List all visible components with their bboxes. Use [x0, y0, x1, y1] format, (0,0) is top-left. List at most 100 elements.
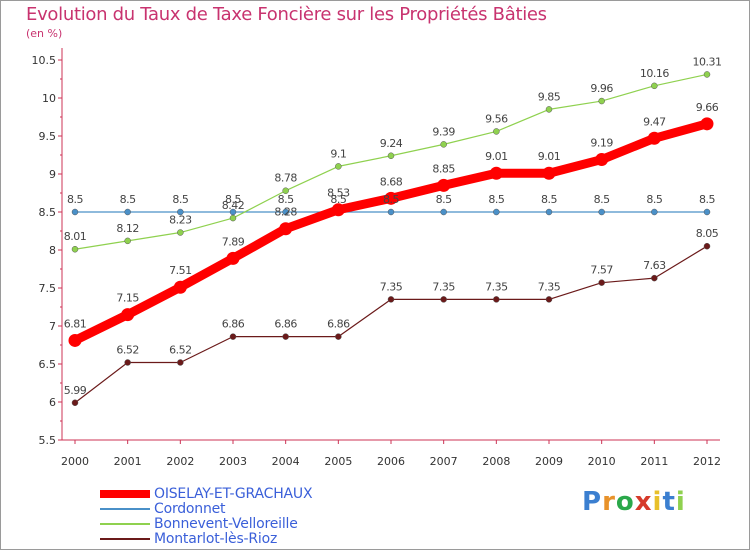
y-tick-label: 10 — [42, 92, 56, 105]
y-tick-label: 7 — [49, 320, 56, 333]
data-label: 9.01 — [485, 150, 508, 163]
data-point — [437, 178, 451, 192]
data-label: 8.12 — [116, 222, 139, 235]
chart-unit-label: (en %) — [26, 27, 63, 40]
data-label: 9.19 — [590, 137, 613, 150]
data-label: 8.68 — [380, 175, 403, 188]
y-tick-label: 8 — [49, 244, 56, 257]
data-point — [703, 71, 711, 78]
y-tick-label: 9.5 — [39, 130, 57, 143]
data-point — [651, 274, 658, 282]
data-point — [703, 208, 711, 216]
x-tick-label: 2002 — [166, 455, 194, 468]
data-label: 6.81 — [64, 317, 87, 330]
data-point — [229, 214, 237, 222]
data-point — [493, 208, 500, 216]
data-point — [226, 251, 240, 265]
x-tick-label: 2000 — [61, 455, 89, 468]
data-label: 6.86 — [327, 318, 350, 331]
data-label: 8.28 — [274, 206, 297, 219]
data-point — [440, 141, 447, 148]
legend-swatch-cordonnet — [100, 508, 150, 510]
logo-letter: P — [582, 487, 603, 517]
legend-label-bonnevent: Bonnevent-Velloreille — [154, 516, 298, 532]
data-label: 9.56 — [485, 112, 508, 125]
data-point — [177, 229, 184, 236]
data-label: 8.01 — [64, 230, 87, 243]
data-point — [598, 208, 605, 216]
data-label: 7.63 — [643, 259, 666, 272]
data-point — [173, 280, 187, 294]
data-label: 8.85 — [432, 162, 455, 175]
data-label: 8.5 — [594, 193, 610, 206]
data-label: 7.35 — [538, 280, 561, 293]
data-label: 8.23 — [169, 214, 192, 227]
legend-label-oiselay: OISELAY-ET-GRACHAUX — [154, 486, 313, 502]
y-tick-label: 10.5 — [32, 54, 57, 67]
logo-letter: o — [615, 487, 635, 517]
data-point — [177, 208, 184, 216]
data-label: 8.5 — [541, 193, 557, 206]
data-point — [703, 242, 711, 250]
data-label: 10.31 — [693, 55, 722, 68]
data-label: 6.86 — [274, 318, 297, 331]
data-point — [545, 208, 553, 216]
x-tick-label: 2001 — [114, 455, 142, 468]
data-point — [68, 333, 82, 347]
data-label: 7.51 — [169, 264, 192, 277]
chart-title: Evolution du Taux de Taxe Foncière sur l… — [26, 4, 547, 25]
data-point — [493, 128, 500, 135]
data-point — [595, 153, 609, 167]
legend-label-cordonnet: Cordonnet — [154, 501, 226, 517]
legend-label-montarlot: Montarlot-lès-Rioz — [154, 531, 278, 547]
x-tick-label: 2007 — [430, 455, 458, 468]
data-label: 8.5 — [488, 193, 504, 206]
y-tick-label: 9 — [49, 168, 56, 181]
y-tick-label: 7.5 — [39, 282, 57, 295]
data-point — [651, 208, 658, 216]
data-label: 8.5 — [120, 193, 136, 206]
data-point — [331, 203, 345, 217]
x-tick-label: 2012 — [693, 455, 721, 468]
data-point — [440, 208, 447, 216]
data-point — [71, 208, 79, 216]
data-label: 9.39 — [432, 125, 455, 138]
data-label: 8.5 — [67, 193, 83, 206]
data-point — [229, 333, 237, 340]
data-point — [387, 208, 395, 216]
data-label: 9.66 — [696, 101, 719, 114]
y-tick-label: 8.5 — [39, 206, 57, 219]
data-point — [489, 166, 503, 180]
data-point — [493, 296, 500, 303]
x-tick-label: 2006 — [377, 455, 405, 468]
data-label: 8.53 — [327, 187, 350, 200]
data-point — [124, 359, 131, 366]
data-point — [440, 296, 447, 303]
data-point — [545, 296, 553, 303]
data-label: 8.5 — [699, 193, 715, 206]
data-point — [282, 208, 289, 216]
data-point — [384, 191, 398, 205]
data-label: 8.78 — [274, 172, 297, 185]
data-point — [598, 279, 605, 286]
data-label: 10.16 — [640, 67, 669, 80]
x-tick-label: 2004 — [272, 455, 300, 468]
data-point — [335, 163, 342, 170]
data-point — [598, 97, 605, 105]
data-label: 7.35 — [380, 280, 403, 293]
x-tick-label: 2011 — [640, 455, 668, 468]
data-point — [542, 166, 556, 180]
logo-letter: r — [602, 487, 616, 517]
data-point — [387, 152, 395, 160]
data-label: 6.86 — [222, 318, 245, 331]
data-label: 8.5 — [383, 193, 399, 206]
data-label: 7.57 — [590, 264, 613, 277]
data-point — [700, 117, 714, 131]
data-label: 9.1 — [330, 147, 346, 160]
x-tick-label: 2005 — [324, 455, 352, 468]
data-point — [124, 208, 131, 216]
data-point — [71, 399, 79, 407]
y-tick-label: 5.5 — [39, 434, 57, 447]
